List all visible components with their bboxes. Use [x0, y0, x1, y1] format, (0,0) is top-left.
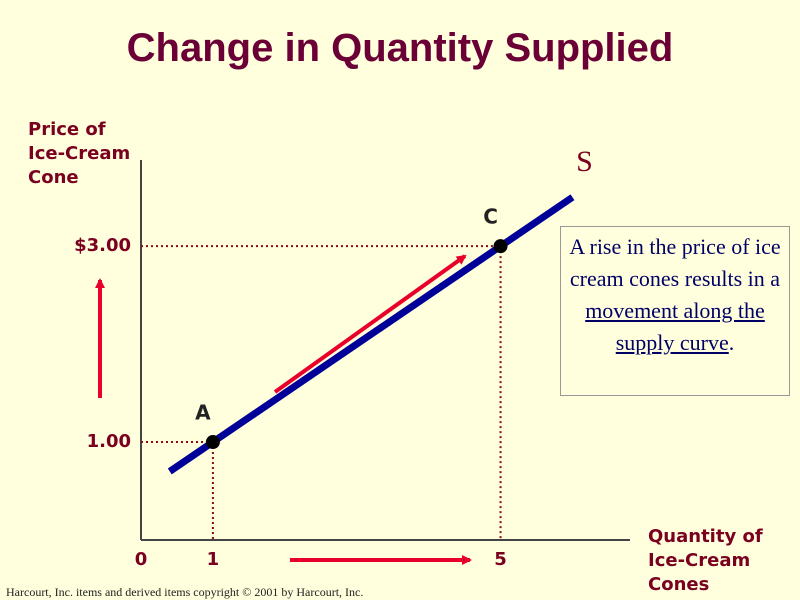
supply-curve	[167, 194, 575, 475]
y-tick-label: 1.00	[87, 431, 131, 452]
x-tick-label: 1	[207, 549, 220, 570]
annotation-text: A rise in the price of ice cream cones r…	[569, 234, 781, 291]
point	[493, 239, 508, 254]
y-tick-label: $3.00	[74, 235, 131, 256]
x-tick-label: 5	[494, 549, 507, 570]
footer: Harcourt, Inc. items and derived items c…	[6, 585, 364, 599]
title: Change in Quantity Supplied	[126, 26, 674, 70]
annotation: A rise in the price of ice cream cones r…	[560, 226, 790, 396]
arrow	[273, 254, 467, 394]
point-label: C	[483, 205, 498, 229]
annotation-underlined: movement along the supply curve	[585, 298, 765, 355]
y-axis-label: Price of Ice-Cream Cone	[28, 119, 131, 188]
point	[205, 435, 220, 450]
x-axis-label: Quantity of Ice-Cream Cones	[648, 526, 763, 595]
series-label: S	[576, 145, 593, 178]
annotation-end: .	[728, 330, 735, 355]
x-tick-label: 0	[135, 549, 148, 570]
point-label: A	[195, 401, 211, 425]
